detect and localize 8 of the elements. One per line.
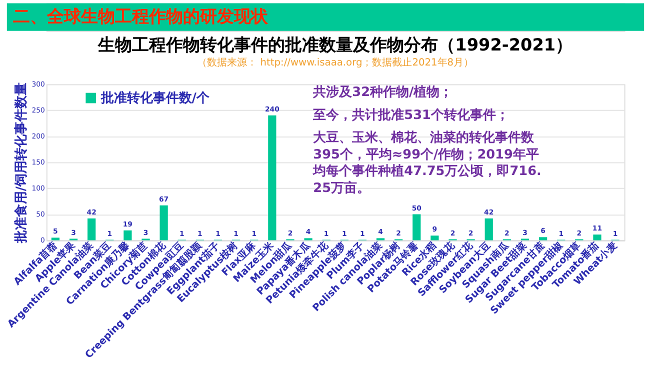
annotation: 至今，共计批准531个转化事件； (312, 106, 509, 123)
text: 二、全球生物工程作物的研发现状 (12, 6, 269, 26)
chart-subtitle: （数据来源： http://www.isaaa.org；数据截止2021年8月） (197, 56, 474, 68)
annotation: 大豆、玉米、棉花、油菜的转化事件数395个，平均≈99个/作物；2019年平均每个事件种植47.75万公顷，即716.25万亩。 (312, 130, 542, 196)
y-axis-title: 批准食用/饲用转化事件数量 (12, 82, 29, 244)
legend-label: 批准转化事件数/个 (100, 90, 210, 106)
annotation: 共涉及32种作物/植物； (312, 85, 453, 100)
chart-title: 生物工程作物转化事件的批准数量及作物分布（1992-2021） (97, 34, 573, 55)
